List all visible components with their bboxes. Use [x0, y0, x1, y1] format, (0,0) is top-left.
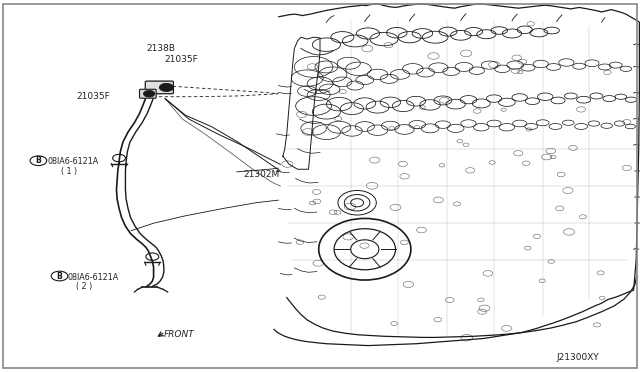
Text: ( 1 ): ( 1 )	[61, 167, 77, 176]
Text: ( 2 ): ( 2 )	[76, 282, 92, 291]
Circle shape	[51, 271, 68, 281]
Text: 21302M: 21302M	[243, 170, 280, 179]
Text: B: B	[57, 272, 62, 280]
Circle shape	[30, 156, 47, 166]
FancyBboxPatch shape	[140, 89, 156, 98]
Text: 08IA6-6121A: 08IA6-6121A	[67, 273, 118, 282]
Text: 21035F: 21035F	[77, 92, 111, 101]
Text: J21300XY: J21300XY	[557, 353, 600, 362]
FancyBboxPatch shape	[145, 81, 173, 94]
Text: FRONT: FRONT	[164, 330, 195, 339]
Text: 2138B: 2138B	[146, 44, 175, 53]
Circle shape	[143, 90, 155, 97]
Text: 21035F: 21035F	[164, 55, 198, 64]
Circle shape	[159, 83, 173, 92]
Text: B: B	[36, 156, 41, 165]
Text: 08IA6-6121A: 08IA6-6121A	[48, 157, 99, 166]
